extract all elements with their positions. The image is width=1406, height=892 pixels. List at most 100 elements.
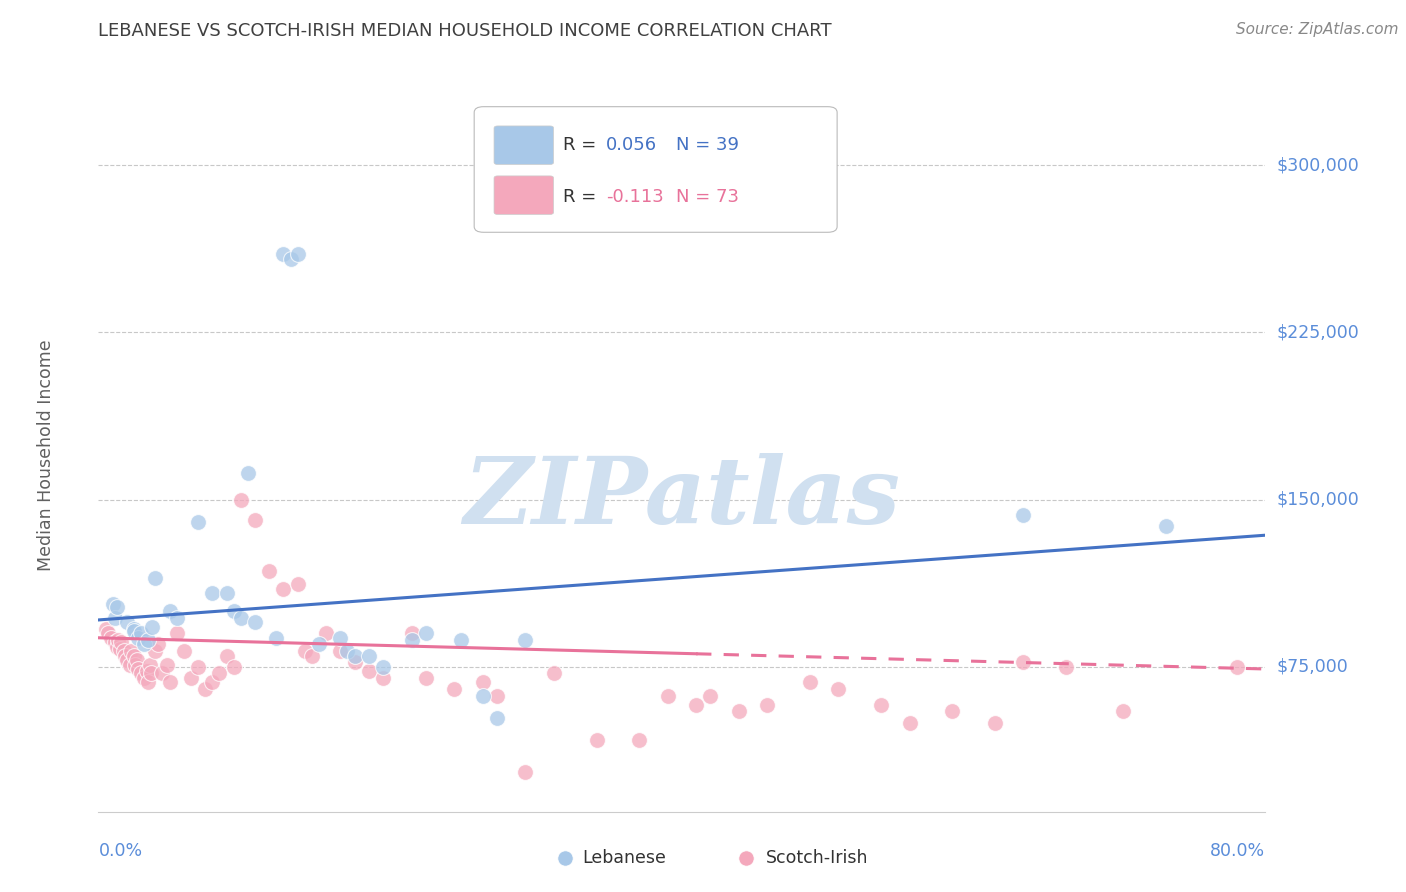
- Point: [657, 689, 679, 703]
- Text: Source: ZipAtlas.com: Source: ZipAtlas.com: [1236, 22, 1399, 37]
- Point: [100, 631, 122, 645]
- Point: [628, 733, 651, 747]
- Point: [120, 644, 142, 658]
- Point: [401, 633, 423, 648]
- Text: $75,000: $75,000: [1277, 657, 1348, 676]
- Point: [585, 733, 607, 747]
- Point: [294, 644, 316, 658]
- Point: [357, 664, 380, 678]
- Point: [287, 247, 309, 261]
- Point: [308, 637, 330, 651]
- Point: [215, 586, 238, 600]
- Point: [107, 633, 129, 648]
- Point: [148, 637, 170, 651]
- Point: [984, 715, 1007, 730]
- Point: [94, 622, 117, 636]
- Point: [208, 666, 231, 681]
- Point: [104, 610, 127, 624]
- Point: [515, 633, 537, 648]
- Point: [898, 715, 921, 730]
- Point: [471, 689, 494, 703]
- Text: $300,000: $300,000: [1277, 156, 1360, 174]
- Point: [115, 615, 138, 630]
- Point: [132, 637, 155, 651]
- Text: N = 73: N = 73: [676, 187, 740, 205]
- Point: [136, 633, 159, 648]
- Point: [450, 633, 472, 648]
- Point: [115, 653, 138, 667]
- Text: Lebanese: Lebanese: [582, 849, 666, 867]
- Point: [336, 644, 359, 658]
- Point: [443, 681, 465, 696]
- Point: [122, 622, 145, 636]
- Point: [266, 631, 288, 645]
- FancyBboxPatch shape: [494, 126, 554, 164]
- Point: [543, 666, 565, 681]
- Text: 80.0%: 80.0%: [1211, 842, 1265, 860]
- Point: [222, 660, 245, 674]
- Point: [129, 666, 152, 681]
- Point: [415, 626, 437, 640]
- Point: [229, 492, 252, 507]
- Point: [329, 631, 352, 645]
- Point: [125, 653, 148, 667]
- Text: 0.056: 0.056: [606, 136, 657, 153]
- Point: [122, 648, 145, 663]
- Point: [699, 689, 721, 703]
- Point: [343, 655, 366, 669]
- Point: [827, 681, 849, 696]
- Point: [110, 635, 132, 649]
- Point: [139, 666, 162, 681]
- Point: [104, 635, 127, 649]
- Point: [124, 657, 146, 672]
- Point: [201, 586, 224, 600]
- Text: Scotch-Irish: Scotch-Irish: [766, 849, 869, 867]
- Point: [727, 705, 749, 719]
- Point: [273, 582, 295, 596]
- Point: [1012, 655, 1035, 669]
- Point: [229, 610, 252, 624]
- Point: [215, 648, 238, 663]
- Point: [180, 671, 202, 685]
- Point: [1112, 705, 1135, 719]
- Point: [1226, 660, 1249, 674]
- Point: [1054, 660, 1077, 674]
- Point: [236, 466, 259, 480]
- Point: [371, 671, 394, 685]
- Point: [194, 681, 217, 696]
- Point: [136, 675, 159, 690]
- Point: [870, 698, 893, 712]
- Point: [143, 571, 166, 585]
- Text: $225,000: $225,000: [1277, 323, 1360, 342]
- Point: [415, 671, 437, 685]
- Point: [371, 660, 394, 674]
- FancyBboxPatch shape: [494, 176, 554, 214]
- Point: [287, 577, 309, 591]
- Point: [315, 626, 337, 640]
- Point: [173, 644, 195, 658]
- Point: [471, 675, 494, 690]
- Text: R =: R =: [562, 187, 602, 205]
- Point: [1012, 508, 1035, 522]
- Point: [156, 657, 179, 672]
- Point: [129, 626, 152, 640]
- Point: [105, 640, 128, 654]
- Point: [485, 711, 508, 725]
- Point: [132, 671, 155, 685]
- Text: $150,000: $150,000: [1277, 491, 1360, 508]
- Point: [222, 604, 245, 618]
- Text: LEBANESE VS SCOTCH-IRISH MEDIAN HOUSEHOLD INCOME CORRELATION CHART: LEBANESE VS SCOTCH-IRISH MEDIAN HOUSEHOL…: [98, 22, 832, 40]
- Point: [187, 515, 209, 529]
- Point: [122, 624, 145, 639]
- Point: [243, 512, 266, 526]
- Point: [152, 666, 174, 681]
- Point: [941, 705, 963, 719]
- Point: [357, 648, 380, 663]
- Point: [159, 604, 181, 618]
- Point: [108, 642, 131, 657]
- Point: [280, 252, 302, 266]
- Point: [401, 626, 423, 640]
- Point: [201, 675, 224, 690]
- Point: [105, 599, 128, 614]
- Point: [143, 644, 166, 658]
